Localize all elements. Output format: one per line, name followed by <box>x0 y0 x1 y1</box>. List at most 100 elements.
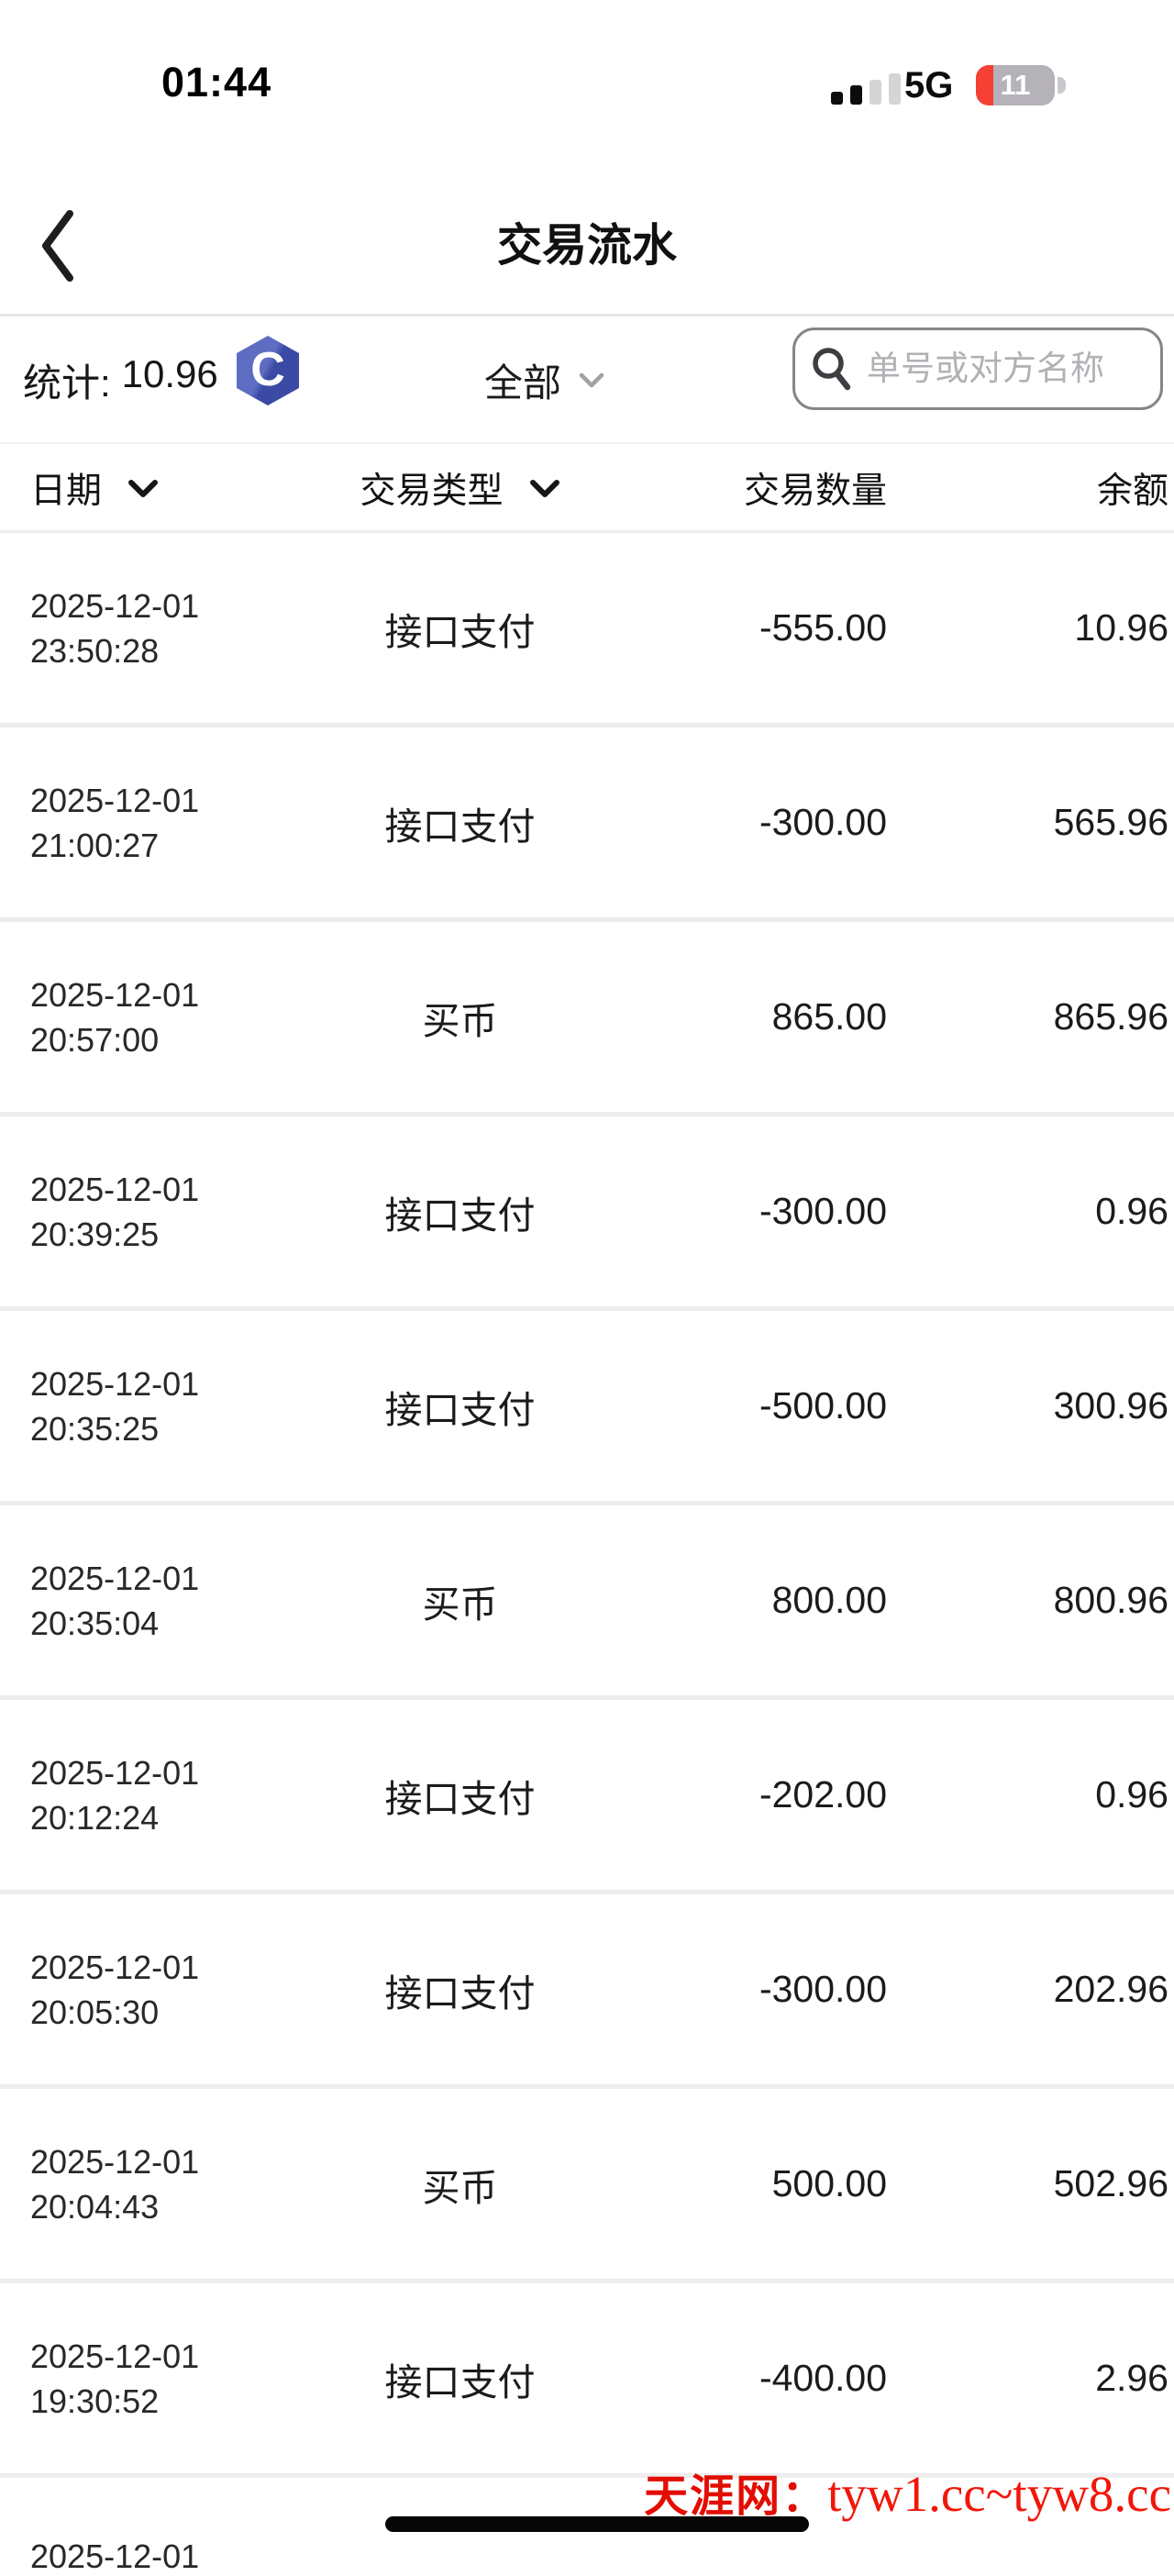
table-row[interactable]: 2025-12-01 20:04:43 买币 500.00 502.96 <box>0 2089 1174 2283</box>
cell-type: 接口支付 <box>384 805 536 848</box>
watermark-site-name: 天涯网： <box>644 2472 828 2521</box>
chevron-down-icon <box>578 372 605 390</box>
nav-divider <box>0 314 1174 316</box>
cell-amount: -202.00 <box>759 1773 887 1815</box>
date-text: 2025-12-01 <box>30 2142 200 2181</box>
cell-balance: 300.96 <box>1053 1384 1168 1427</box>
transaction-table-body: 2025-12-01 23:50:28 接口支付 -555.00 10.96 2… <box>0 533 1174 2478</box>
cell-balance: 502.96 <box>1053 2162 1168 2204</box>
cell-type: 买币 <box>422 1582 498 1626</box>
cell-date: 2025-12-01 20:12:24 <box>30 1750 333 1840</box>
cell-date: 2025-12-01 20:04:43 <box>30 2139 333 2229</box>
chevron-left-icon <box>37 207 77 284</box>
home-indicator <box>385 2516 809 2532</box>
table-header-divider <box>0 530 1174 533</box>
table-row[interactable]: 2025-12-01 21:00:27 接口支付 -300.00 565.96 <box>0 727 1174 922</box>
column-label: 日期 <box>30 472 103 511</box>
date-text: 2025-12-01 <box>30 975 200 1014</box>
cell-amount: -300.00 <box>759 1968 887 2010</box>
cell-type: 买币 <box>422 999 498 1042</box>
date-text: 2025-12-01 <box>30 1559 200 1597</box>
coin-letter: C <box>250 343 285 396</box>
status-bar: 01:44 5G 11 <box>0 0 1174 124</box>
watermark-urls: tyw1.cc~tyw8.cc <box>827 2466 1171 2522</box>
cell-amount: -300.00 <box>759 801 887 843</box>
time-text: 20:57:00 <box>30 1020 160 1059</box>
cell-date: 2025-12-01 20:57:00 <box>30 972 333 1062</box>
column-header-type[interactable]: 交易类型 <box>333 462 587 514</box>
search-input[interactable] <box>865 349 1146 389</box>
cell-amount: -555.00 <box>759 606 887 649</box>
date-text: 2025-12-01 <box>30 586 200 625</box>
filter-label: 全部 <box>484 361 562 405</box>
table-row[interactable]: 2025-12-01 20:39:25 接口支付 -300.00 0.96 <box>0 1116 1174 1311</box>
cell-balance: 800.96 <box>1053 1579 1168 1621</box>
stats-summary: 统计: 10.96 <box>23 352 218 408</box>
cell-date: 2025-12-01 20:05:30 <box>30 1945 333 2035</box>
date-text: 2025-12-01 <box>30 1170 200 1208</box>
time-text: 20:35:04 <box>30 1604 160 1642</box>
cell-date: 2025-12-01 21:00:27 <box>30 778 333 868</box>
cell-type: 接口支付 <box>384 1971 536 2015</box>
cell-amount: 865.00 <box>771 995 887 1038</box>
back-button[interactable] <box>37 200 101 292</box>
column-header-amount: 交易数量 <box>587 462 887 514</box>
column-label: 余额 <box>1096 472 1168 511</box>
cell-type: 买币 <box>422 2166 498 2209</box>
time-text: 20:04:43 <box>30 2187 160 2226</box>
table-row[interactable]: 2025-12-01 19:30:52 接口支付 -400.00 2.96 <box>0 2283 1174 2478</box>
date-text: 2025-12-01 <box>30 781 200 819</box>
time-text: 21:00:27 <box>30 826 160 864</box>
toolbar-divider <box>0 442 1174 444</box>
cell-amount: -300.00 <box>759 1190 887 1232</box>
table-row[interactable]: 2025-12-01 20:05:30 接口支付 -300.00 202.96 <box>0 1894 1174 2089</box>
table-row[interactable]: 2025-12-01 20:35:04 买币 800.00 800.96 <box>0 1505 1174 1700</box>
cell-balance: 0.96 <box>1095 1773 1168 1815</box>
page-title: 交易流水 <box>496 221 677 271</box>
column-label: 交易类型 <box>360 472 504 511</box>
cell-balance: 865.96 <box>1053 995 1168 1038</box>
cell-date: 2025-12-01 20:35:04 <box>30 1556 333 1646</box>
date-text: 2025-12-01 <box>30 1753 200 1792</box>
table-row[interactable]: 2025-12-01 23:50:28 接口支付 -555.00 10.96 <box>0 533 1174 727</box>
cell-amount: 800.00 <box>771 1579 887 1621</box>
cell-type: 接口支付 <box>384 1194 536 1237</box>
time-text: 20:05:30 <box>30 1993 160 2031</box>
cell-date: 2025-12-01 23:50:28 <box>30 583 333 673</box>
chevron-down-icon <box>529 479 560 498</box>
cell-amount: 500.00 <box>771 2162 887 2204</box>
cell-date: 2025-12-01 20:35:25 <box>30 1361 333 1451</box>
cell-balance: 10.96 <box>1074 606 1168 649</box>
coin-icon: C <box>237 336 299 405</box>
chevron-down-icon <box>127 479 159 498</box>
cell-type: 接口支付 <box>384 610 536 653</box>
column-header-balance: 余额 <box>887 462 1168 514</box>
cell-date: 2025-12-01 19:30:52 <box>30 2334 333 2424</box>
cell-type: 接口支付 <box>384 1777 536 1820</box>
cell-amount: -400.00 <box>759 2357 887 2399</box>
cell-type: 接口支付 <box>384 1388 536 1431</box>
time-text: 20:39:25 <box>30 1215 160 1253</box>
column-header-date[interactable]: 日期 <box>30 462 333 514</box>
battery-nub <box>1058 77 1066 94</box>
signal-icon <box>831 73 901 105</box>
cell-balance: 0.96 <box>1095 1190 1168 1232</box>
partial-row-date: 2025-12-01 <box>30 2537 200 2575</box>
table-header: 日期 交易类型 交易数量 余额 <box>0 448 1174 528</box>
table-row[interactable]: 2025-12-01 20:57:00 买币 865.00 865.96 <box>0 922 1174 1116</box>
table-row[interactable]: 2025-12-01 20:12:24 接口支付 -202.00 0.96 <box>0 1700 1174 1894</box>
time-text: 20:12:24 <box>30 1798 160 1837</box>
search-box[interactable] <box>792 328 1163 410</box>
network-label: 5G <box>904 65 954 105</box>
date-text: 2025-12-01 <box>30 2337 200 2375</box>
date-text: 2025-12-01 <box>30 1364 200 1403</box>
column-label: 交易数量 <box>743 472 887 511</box>
time-text: 19:30:52 <box>30 2382 160 2420</box>
stats-label: 统计: <box>23 361 111 405</box>
battery-icon: 11 <box>976 65 1055 105</box>
table-row[interactable]: 2025-12-01 20:35:25 接口支付 -500.00 300.96 <box>0 1311 1174 1505</box>
filter-dropdown[interactable]: 全部 <box>484 352 605 408</box>
cell-balance: 202.96 <box>1053 1968 1168 2010</box>
time-label: 01:44 <box>161 59 272 105</box>
watermark: 天涯网： tyw1.cc~tyw8.cc <box>644 2459 1171 2524</box>
